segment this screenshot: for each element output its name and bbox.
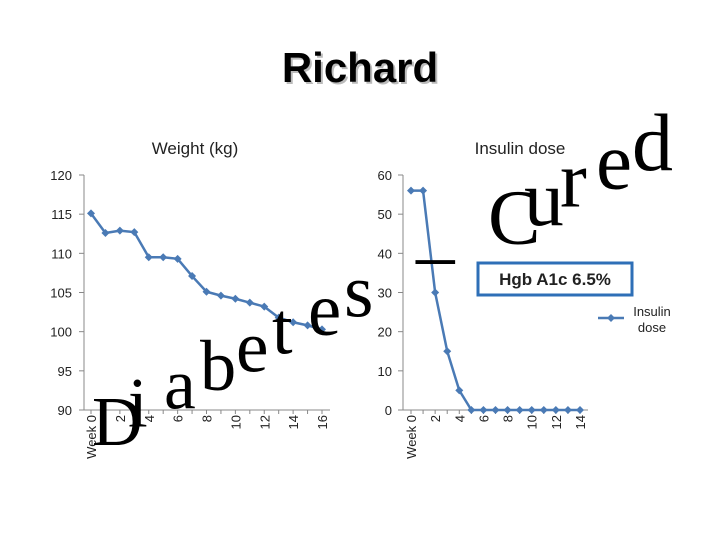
data-point (130, 228, 139, 237)
y-tick-label: 100 (50, 325, 72, 340)
data-point (115, 226, 124, 235)
x-tick-label: 14 (286, 415, 301, 429)
legend-label: Insulin dose (633, 304, 671, 335)
x-tick-label: 12 (549, 415, 564, 429)
data-point (515, 406, 524, 414)
x-tick-label: 14 (573, 415, 588, 429)
data-point (318, 325, 326, 334)
x-tick-label: 10 (525, 415, 540, 429)
x-tick-label: 2 (428, 415, 443, 422)
data-point (576, 406, 584, 414)
data-point (173, 254, 182, 263)
data-point (527, 406, 536, 414)
y-tick-label: 30 (378, 286, 392, 301)
x-tick-label: Week 0 (84, 415, 99, 459)
x-tick-label: 2 (113, 415, 128, 422)
x-tick-label: 6 (171, 415, 186, 422)
legend-marker (607, 314, 615, 322)
x-tick-label: 10 (228, 415, 243, 429)
y-tick-label: 95 (58, 364, 72, 379)
data-point (551, 406, 560, 414)
data-point (245, 298, 254, 307)
x-tick-label: 16 (315, 415, 330, 429)
data-point (87, 209, 95, 218)
y-tick-label: 60 (378, 168, 392, 183)
x-tick-label: 6 (476, 415, 491, 422)
data-point (419, 186, 428, 195)
data-point (407, 186, 415, 195)
data-point (503, 406, 512, 414)
y-tick-label: 120 (50, 168, 72, 183)
data-point (144, 253, 153, 262)
data-point (101, 228, 110, 237)
y-tick-label: 50 (378, 207, 392, 222)
chart-title: Insulin dose (475, 139, 566, 158)
data-point (188, 272, 197, 281)
x-tick-label: 8 (501, 415, 516, 422)
data-point (467, 406, 476, 414)
data-point (431, 288, 440, 297)
callout-text: Hgb A1c 6.5% (499, 270, 611, 289)
data-point (159, 253, 168, 262)
y-tick-label: 40 (378, 246, 392, 261)
wordart: Di abet es – Cur ed (92, 97, 673, 461)
data-point (443, 347, 452, 356)
x-tick-label: 8 (200, 415, 215, 422)
y-tick-label: 110 (51, 246, 72, 261)
data-point (202, 287, 211, 296)
slide-title-shadow: Richard (284, 46, 440, 93)
data-point (539, 406, 548, 414)
slide-title: Richard (282, 44, 438, 91)
callout-box (476, 261, 634, 297)
x-tick-label: 4 (452, 415, 467, 422)
data-point (260, 302, 269, 311)
data-point (289, 318, 298, 327)
y-tick-label: 0 (385, 403, 392, 418)
data-point (491, 406, 500, 414)
data-point (274, 313, 283, 322)
x-tick-label: Week 0 (404, 415, 419, 459)
y-tick-label: 115 (51, 207, 72, 222)
x-tick-label: 4 (142, 415, 157, 422)
y-tick-label: 105 (50, 286, 72, 301)
data-point (303, 321, 312, 330)
y-tick-label: 10 (378, 364, 392, 379)
data-point (216, 291, 225, 300)
data-point (479, 406, 488, 414)
y-tick-label: 20 (378, 325, 392, 340)
chart-title: Weight (kg) (152, 139, 239, 158)
data-point (231, 294, 240, 303)
data-point (455, 386, 464, 395)
y-tick-label: 90 (58, 403, 72, 418)
data-point (563, 406, 572, 414)
x-tick-label: 12 (257, 415, 272, 429)
